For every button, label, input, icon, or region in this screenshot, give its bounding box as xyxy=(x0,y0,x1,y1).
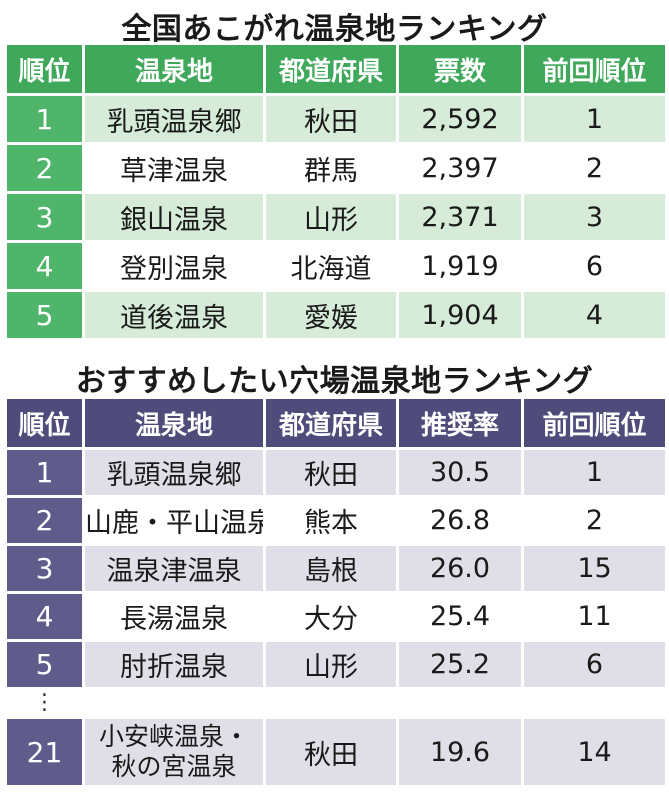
prefecture-cell: 熊本 xyxy=(266,498,396,543)
header-prefecture: 都道府県 xyxy=(266,399,396,447)
table-row: 5 道後温泉 愛媛 1,904 4 xyxy=(7,292,665,338)
table-row: 3 温泉津温泉 島根 26.0 15 xyxy=(7,546,665,591)
onsen-cell: 乳頭温泉郷 xyxy=(85,450,263,495)
onsen-cell: 温泉津温泉 xyxy=(85,546,263,591)
ranking-table-2: 順位 温泉地 都道府県 推奨率 前回順位 1 乳頭温泉郷 秋田 30.5 1 2… xyxy=(4,396,668,788)
onsen-cell: 草津温泉 xyxy=(85,145,263,191)
table-header-row: 順位 温泉地 都道府県 票数 前回順位 xyxy=(7,45,665,93)
prefecture-cell: 島根 xyxy=(266,546,396,591)
previous-rank-cell: 6 xyxy=(524,243,665,289)
header-recommend-rate: 推奨率 xyxy=(399,399,521,447)
onsen-cell: 乳頭温泉郷 xyxy=(85,96,263,142)
table-row: 1 乳頭温泉郷 秋田 30.5 1 xyxy=(7,450,665,495)
previous-rank-cell: 15 xyxy=(524,546,665,591)
prefecture-cell: 秋田 xyxy=(266,96,396,142)
ellipsis-row: ⋮ xyxy=(7,690,665,716)
previous-rank-cell: 6 xyxy=(524,642,665,687)
prefecture-cell: 北海道 xyxy=(266,243,396,289)
ellipsis-mark: ⋮ xyxy=(7,690,82,716)
onsen-cell: 肘折温泉 xyxy=(85,642,263,687)
rank-cell: 3 xyxy=(7,546,82,591)
onsen-cell: 山鹿・平山温泉 xyxy=(85,498,263,543)
table-row: 1 乳頭温泉郷 秋田 2,592 1 xyxy=(7,96,665,142)
onsen-cell: 登別温泉 xyxy=(85,243,263,289)
previous-rank-cell: 3 xyxy=(524,194,665,240)
previous-rank-cell: 2 xyxy=(524,498,665,543)
prefecture-cell: 山形 xyxy=(266,194,396,240)
table-row: 2 山鹿・平山温泉 熊本 26.8 2 xyxy=(7,498,665,543)
prefecture-cell: 愛媛 xyxy=(266,292,396,338)
header-onsen: 温泉地 xyxy=(85,399,263,447)
rank-cell: 2 xyxy=(7,145,82,191)
ranking-title-1: 全国あこがれ温泉地ランキング xyxy=(121,12,548,47)
prefecture-cell: 山形 xyxy=(266,642,396,687)
rank-cell: 21 xyxy=(7,719,82,785)
previous-rank-cell: 2 xyxy=(524,145,665,191)
header-previous-rank: 前回順位 xyxy=(524,45,665,93)
recommend-rate-cell: 26.0 xyxy=(399,546,521,591)
header-prefecture: 都道府県 xyxy=(266,45,396,93)
previous-rank-cell: 11 xyxy=(524,594,665,639)
recommend-rate-cell: 19.6 xyxy=(399,719,521,785)
recommend-rate-cell: 25.2 xyxy=(399,642,521,687)
table-row: 5 肘折温泉 山形 25.2 6 xyxy=(7,642,665,687)
onsen-cell: 銀山温泉 xyxy=(85,194,263,240)
previous-rank-cell: 1 xyxy=(524,96,665,142)
votes-cell: 2,592 xyxy=(399,96,521,142)
header-previous-rank: 前回順位 xyxy=(524,399,665,447)
rank-cell: 1 xyxy=(7,450,82,495)
prefecture-cell: 秋田 xyxy=(266,719,396,785)
previous-rank-cell: 14 xyxy=(524,719,665,785)
votes-cell: 1,919 xyxy=(399,243,521,289)
table-row: 21 小安峡温泉・ 秋の宮温泉 秋田 19.6 14 xyxy=(7,719,665,785)
onsen-line-1: 小安峡温泉・ xyxy=(98,722,249,751)
table-row: 4 長湯温泉 大分 25.4 11 xyxy=(7,594,665,639)
rank-cell: 3 xyxy=(7,194,82,240)
table-row: 4 登別温泉 北海道 1,919 6 xyxy=(7,243,665,289)
recommend-rate-cell: 25.4 xyxy=(399,594,521,639)
ranking-table-1: 順位 温泉地 都道府県 票数 前回順位 1 乳頭温泉郷 秋田 2,592 1 2… xyxy=(4,42,668,341)
rank-cell: 2 xyxy=(7,498,82,543)
prefecture-cell: 群馬 xyxy=(266,145,396,191)
rank-cell: 4 xyxy=(7,243,82,289)
votes-cell: 1,904 xyxy=(399,292,521,338)
recommend-rate-cell: 26.8 xyxy=(399,498,521,543)
onsen-line-2: 秋の宮温泉 xyxy=(111,752,237,781)
rank-cell: 4 xyxy=(7,594,82,639)
onsen-cell: 長湯温泉 xyxy=(85,594,263,639)
header-rank: 順位 xyxy=(7,399,82,447)
header-onsen: 温泉地 xyxy=(85,45,263,93)
header-rank: 順位 xyxy=(7,45,82,93)
header-votes: 票数 xyxy=(399,45,521,93)
onsen-cell: 道後温泉 xyxy=(85,292,263,338)
rank-cell: 5 xyxy=(7,642,82,687)
ranking-title-2: おすすめしたい穴場温泉地ランキング xyxy=(75,364,594,399)
votes-cell: 2,371 xyxy=(399,194,521,240)
table-row: 2 草津温泉 群馬 2,397 2 xyxy=(7,145,665,191)
table-row: 3 銀山温泉 山形 2,371 3 xyxy=(7,194,665,240)
onsen-cell: 小安峡温泉・ 秋の宮温泉 xyxy=(85,719,263,785)
rank-cell: 1 xyxy=(7,96,82,142)
table-header-row: 順位 温泉地 都道府県 推奨率 前回順位 xyxy=(7,399,665,447)
previous-rank-cell: 1 xyxy=(524,450,665,495)
prefecture-cell: 大分 xyxy=(266,594,396,639)
previous-rank-cell: 4 xyxy=(524,292,665,338)
prefecture-cell: 秋田 xyxy=(266,450,396,495)
recommend-rate-cell: 30.5 xyxy=(399,450,521,495)
rank-cell: 5 xyxy=(7,292,82,338)
votes-cell: 2,397 xyxy=(399,145,521,191)
